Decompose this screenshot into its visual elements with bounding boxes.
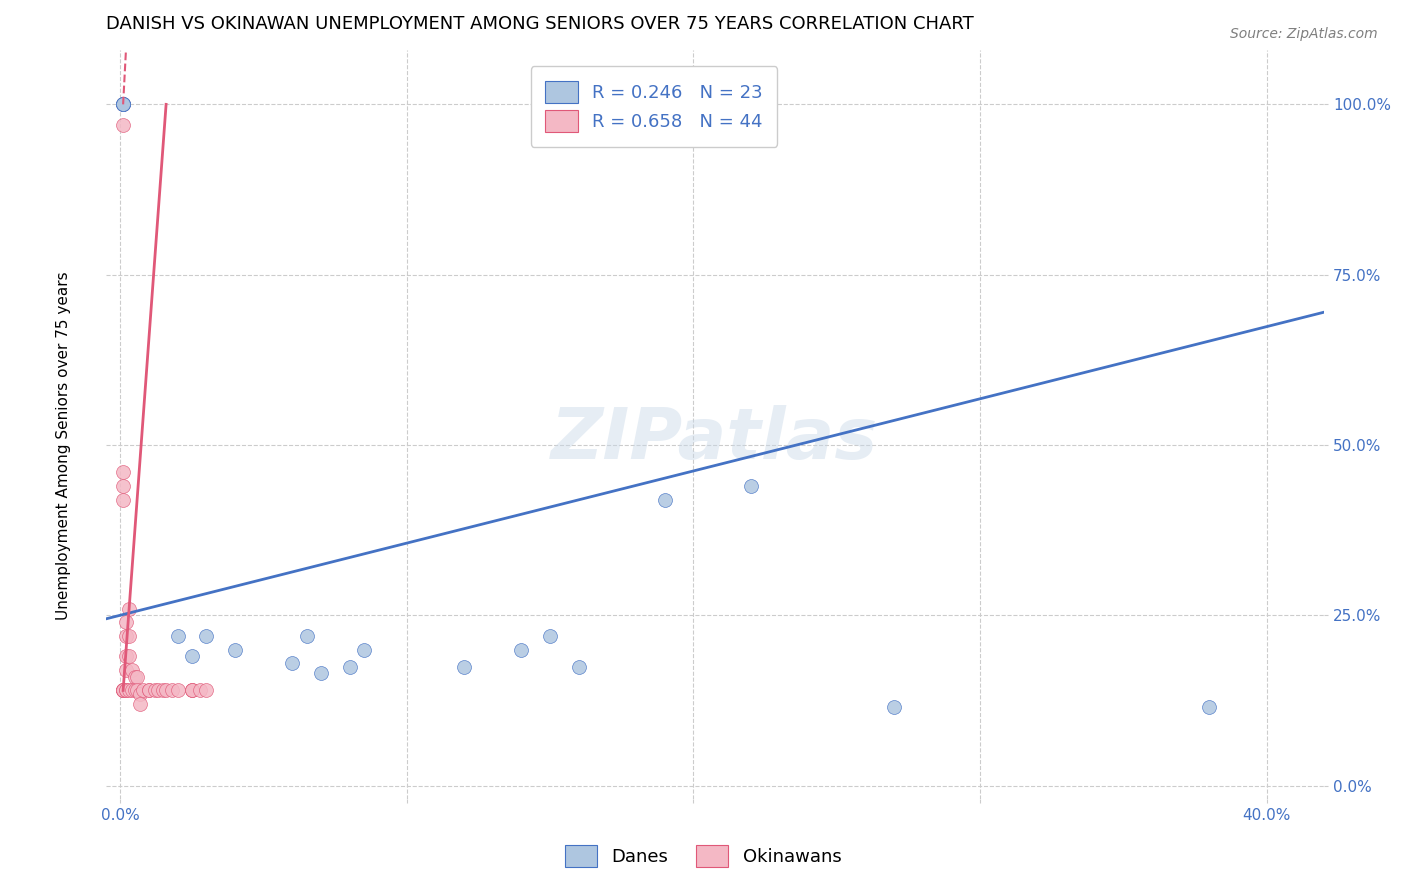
Point [127,670,149,684]
Point [115,683,138,698]
Point [127,683,149,698]
Point [180,683,202,698]
Point [112,683,135,698]
Point [166,683,188,698]
Point [112,466,135,480]
Point [146,683,169,698]
Point [654,492,676,507]
Legend: Danes, Okinawans: Danes, Okinawans [558,838,848,874]
Point [124,683,146,698]
Point [132,683,155,698]
Point [129,687,152,701]
Point [224,642,246,657]
Point [118,601,141,615]
Point [112,97,135,112]
Point [195,629,218,643]
Point [112,97,135,112]
Point [124,670,146,684]
Point [112,683,135,698]
Point [112,97,135,112]
Point [118,649,141,664]
Point [180,683,202,698]
Point [112,97,135,112]
Point [453,659,475,673]
Point [112,492,135,507]
Point [112,683,135,698]
Point [339,659,361,673]
Point [112,97,135,112]
Point [115,683,138,698]
Point [281,656,304,670]
Point [112,97,135,112]
Point [295,629,318,643]
Point [883,700,905,714]
Point [112,118,135,132]
Point [118,683,141,698]
Point [568,659,591,673]
Point [166,629,188,643]
Text: Unemployment Among Seniors over 75 years: Unemployment Among Seniors over 75 years [56,272,70,620]
Point [129,697,152,711]
Point [112,97,135,112]
Point [740,479,762,493]
Point [190,683,212,698]
Point [115,649,138,664]
Point [118,629,141,643]
Legend: R = 0.246   N = 23, R = 0.658   N = 44: R = 0.246 N = 23, R = 0.658 N = 44 [531,66,778,146]
Point [160,683,183,698]
Point [195,683,218,698]
Point [180,683,202,698]
Point [112,479,135,493]
Text: Source: ZipAtlas.com: Source: ZipAtlas.com [1230,27,1378,41]
Point [309,666,332,681]
Point [353,642,375,657]
Point [152,683,174,698]
Point [112,683,135,698]
Point [138,683,160,698]
Point [180,649,202,664]
Point [115,615,138,630]
Point [112,683,135,698]
Text: ZIPatlas: ZIPatlas [551,405,879,475]
Point [115,629,138,643]
Text: DANISH VS OKINAWAN UNEMPLOYMENT AMONG SENIORS OVER 75 YEARS CORRELATION CHART: DANISH VS OKINAWAN UNEMPLOYMENT AMONG SE… [105,15,974,33]
Point [115,663,138,677]
Point [510,642,533,657]
Point [1198,700,1220,714]
Point [112,683,135,698]
Point [121,663,143,677]
Point [143,683,166,698]
Point [538,629,561,643]
Point [121,683,143,698]
Point [112,97,135,112]
Point [155,683,177,698]
Point [138,683,160,698]
